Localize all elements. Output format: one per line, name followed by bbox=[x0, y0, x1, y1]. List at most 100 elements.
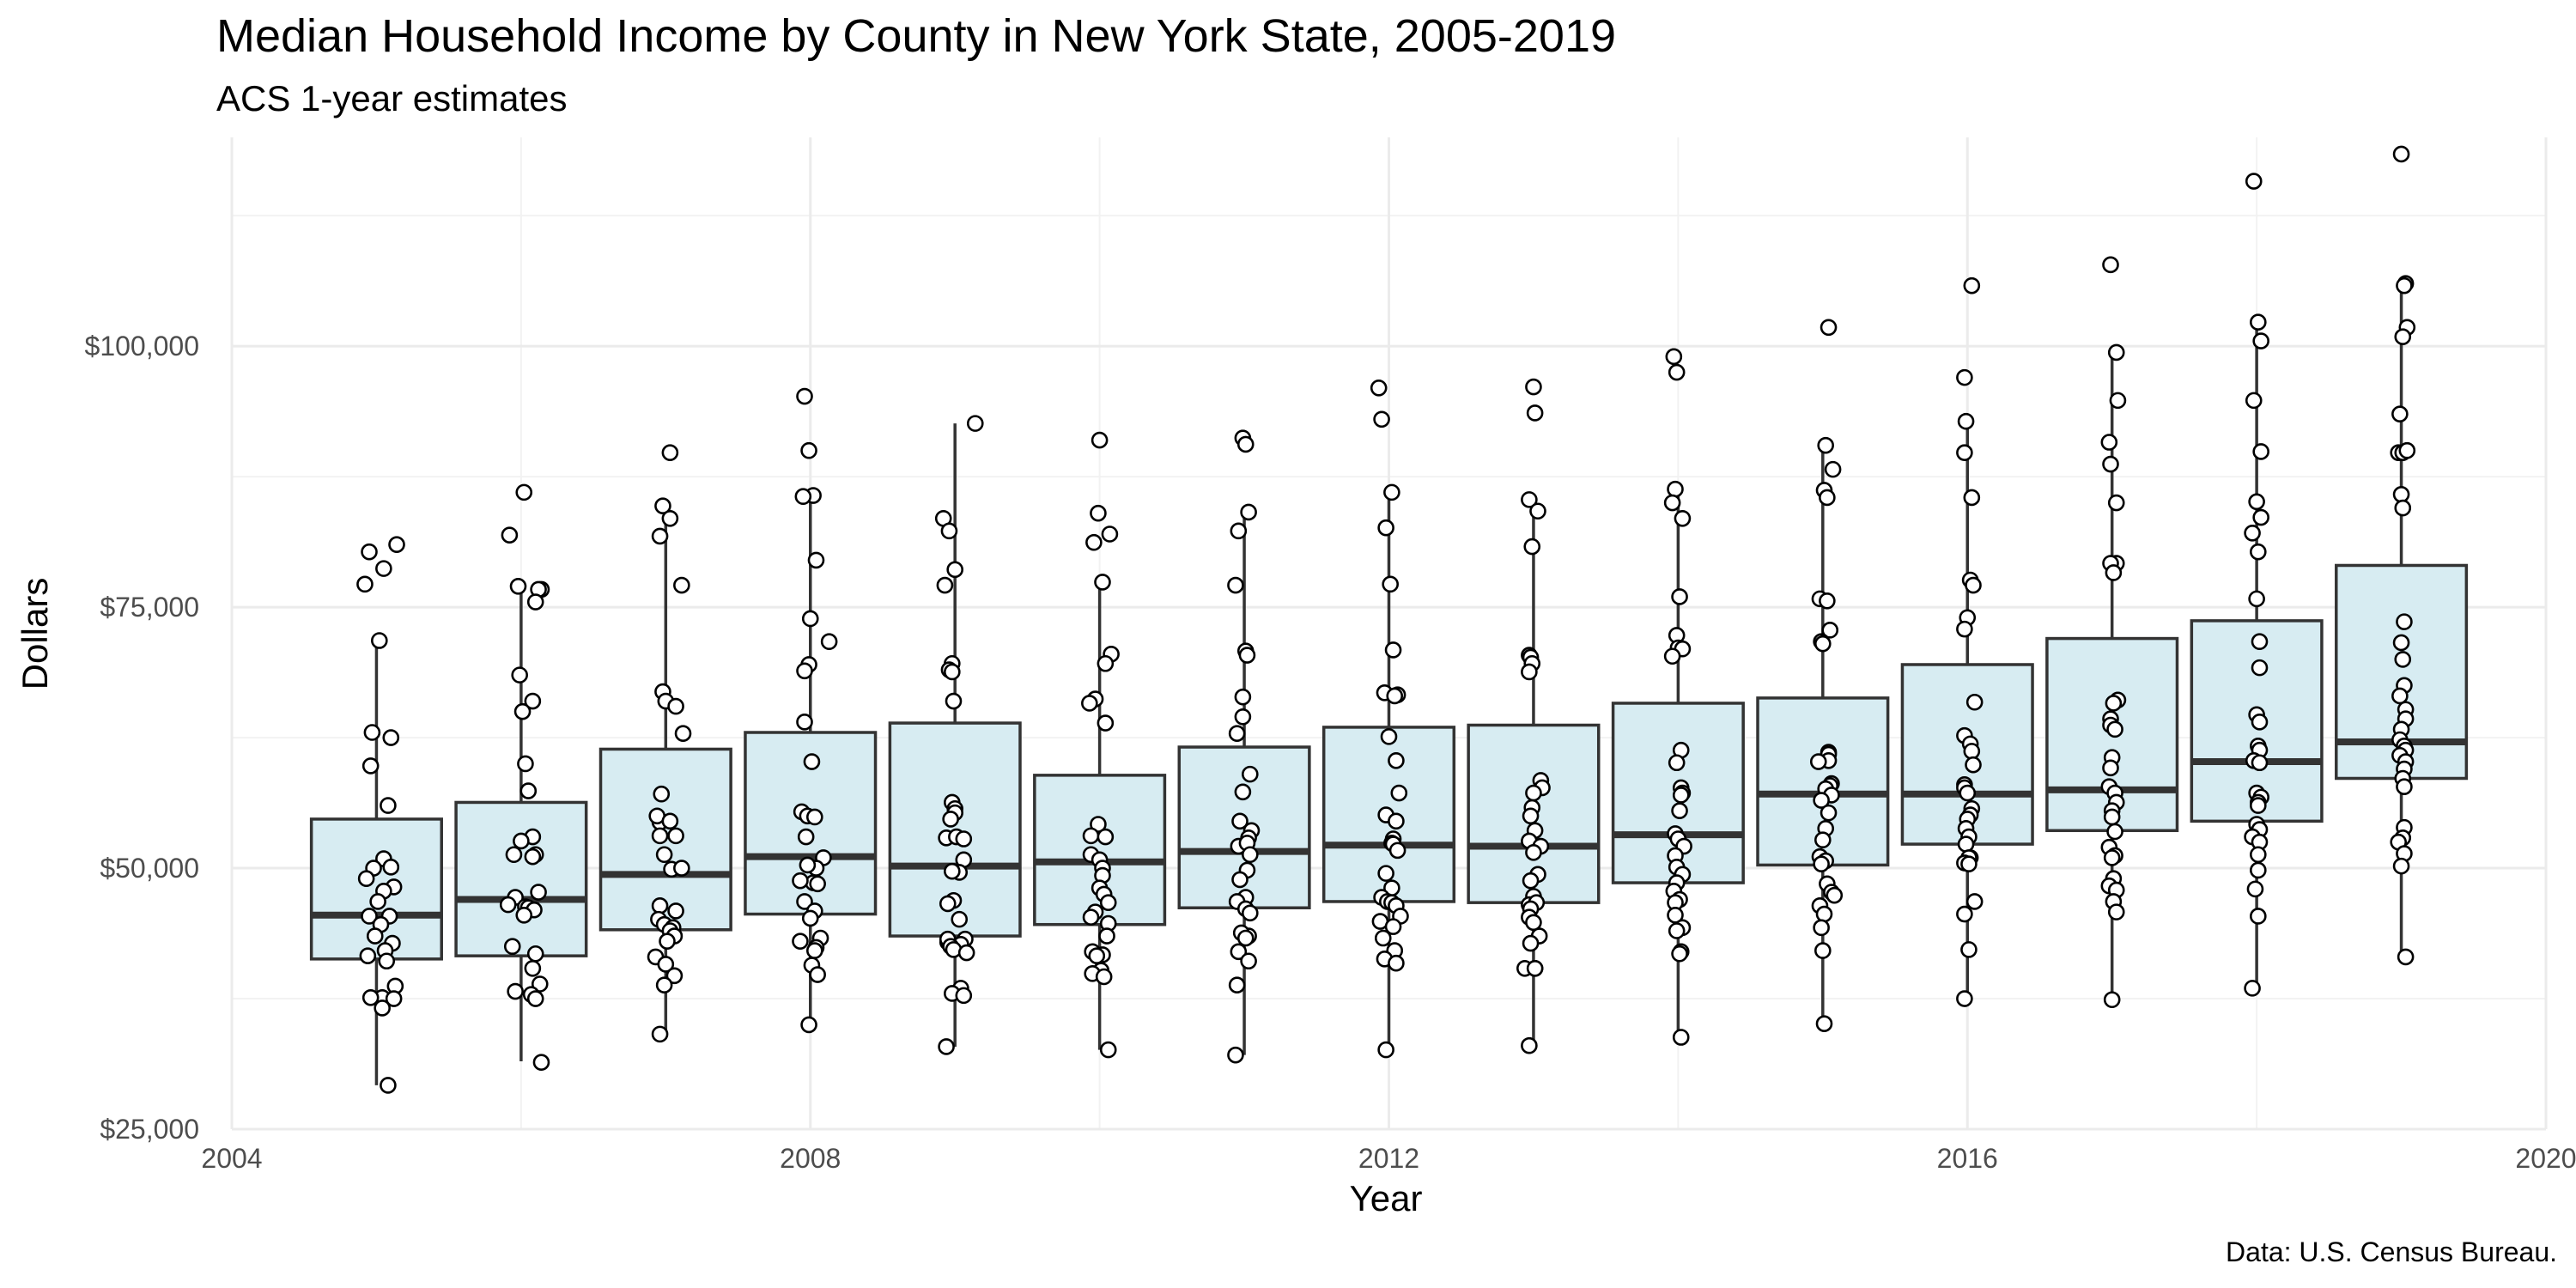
data-point bbox=[1814, 942, 1832, 959]
data-point bbox=[2244, 524, 2261, 542]
data-point bbox=[799, 856, 817, 874]
data-point bbox=[1963, 276, 1981, 295]
data-point bbox=[2250, 846, 2267, 864]
data-point bbox=[796, 893, 813, 910]
data-point bbox=[653, 785, 671, 803]
data-point bbox=[803, 753, 821, 770]
data-point bbox=[2251, 659, 2269, 677]
data-point bbox=[503, 938, 521, 956]
data-point bbox=[380, 1077, 397, 1094]
data-point bbox=[1668, 754, 1686, 772]
data-point bbox=[2250, 313, 2267, 331]
data-point bbox=[1227, 1046, 1244, 1064]
data-point bbox=[507, 982, 524, 1000]
data-point bbox=[667, 902, 684, 920]
data-point bbox=[801, 909, 819, 927]
data-point bbox=[966, 415, 984, 432]
data-point bbox=[375, 560, 392, 577]
data-point bbox=[1380, 728, 1398, 745]
data-point bbox=[2250, 861, 2267, 879]
data-point bbox=[519, 782, 538, 799]
chart-title: Median Household Income by County in New… bbox=[216, 10, 1616, 62]
data-point bbox=[1081, 695, 1098, 712]
data-point bbox=[1957, 412, 1975, 430]
data-point bbox=[1098, 927, 1115, 945]
data-point bbox=[2252, 508, 2269, 526]
data-point bbox=[806, 808, 823, 826]
data-point bbox=[800, 1016, 817, 1034]
x-tick-label: 2008 bbox=[780, 1143, 841, 1174]
data-point bbox=[1672, 1029, 1690, 1046]
data-point bbox=[509, 577, 527, 595]
data-point bbox=[2102, 256, 2119, 274]
data-point bbox=[2251, 633, 2269, 651]
data-point bbox=[1228, 725, 1246, 743]
data-point bbox=[2106, 823, 2123, 841]
data-point bbox=[800, 441, 817, 459]
data-point bbox=[939, 895, 957, 913]
y-tick-label: $75,000 bbox=[100, 592, 199, 623]
data-point bbox=[1388, 812, 1405, 830]
data-point bbox=[1965, 576, 1982, 594]
data-point bbox=[382, 729, 400, 746]
data-point bbox=[2398, 441, 2416, 459]
data-point bbox=[665, 967, 683, 985]
data-point bbox=[820, 633, 838, 651]
data-point bbox=[1097, 714, 1115, 732]
data-point bbox=[667, 697, 684, 715]
data-point bbox=[801, 610, 819, 628]
data-point bbox=[655, 846, 673, 864]
data-point bbox=[2100, 434, 2118, 451]
data-point bbox=[374, 999, 391, 1017]
data-point bbox=[2250, 908, 2267, 925]
data-point bbox=[2392, 634, 2410, 652]
data-point bbox=[2396, 613, 2413, 630]
data-point bbox=[1231, 812, 1249, 830]
data-point bbox=[1240, 503, 1257, 521]
x-tick-label: 2020 bbox=[2515, 1143, 2576, 1174]
data-point bbox=[1668, 363, 1686, 381]
data-point bbox=[1236, 929, 1255, 947]
data-point bbox=[2391, 687, 2409, 705]
data-point bbox=[532, 1054, 550, 1071]
data-point bbox=[654, 497, 671, 514]
data-point bbox=[1523, 538, 1541, 556]
data-point bbox=[2394, 651, 2412, 668]
data-point bbox=[1813, 919, 1830, 937]
data-point bbox=[1819, 489, 1836, 507]
y-tick-label: $25,000 bbox=[100, 1114, 199, 1145]
data-point bbox=[2105, 695, 2123, 712]
data-point bbox=[366, 927, 384, 945]
data-point bbox=[1956, 905, 1973, 923]
data-point bbox=[1965, 756, 1982, 774]
data-point bbox=[1390, 784, 1408, 802]
data-point bbox=[1525, 844, 1542, 861]
data-point bbox=[944, 862, 961, 880]
data-point bbox=[955, 987, 973, 1005]
data-point bbox=[2394, 328, 2412, 346]
data-point bbox=[1091, 431, 1109, 449]
data-point bbox=[526, 593, 544, 611]
data-point bbox=[674, 725, 692, 743]
data-point bbox=[1240, 952, 1257, 970]
data-point bbox=[1667, 480, 1684, 498]
data-point bbox=[2109, 392, 2127, 410]
data-point bbox=[517, 755, 534, 773]
data-point bbox=[1090, 504, 1107, 522]
data-point bbox=[1377, 865, 1394, 882]
data-point bbox=[1960, 941, 1978, 958]
data-point bbox=[651, 897, 669, 914]
chart-subtitle: ACS 1-year estimates bbox=[216, 78, 567, 118]
x-axis-title: Year bbox=[1350, 1178, 1423, 1218]
data-point bbox=[526, 945, 544, 963]
data-point bbox=[356, 575, 374, 593]
data-point bbox=[1373, 410, 1390, 428]
data-point bbox=[661, 444, 679, 461]
data-point bbox=[1094, 574, 1111, 591]
data-point bbox=[1230, 522, 1248, 540]
data-point bbox=[1956, 620, 1973, 638]
data-point bbox=[513, 702, 532, 720]
data-point bbox=[1525, 914, 1542, 932]
data-point bbox=[1382, 575, 1399, 593]
data-point bbox=[1082, 908, 1100, 926]
